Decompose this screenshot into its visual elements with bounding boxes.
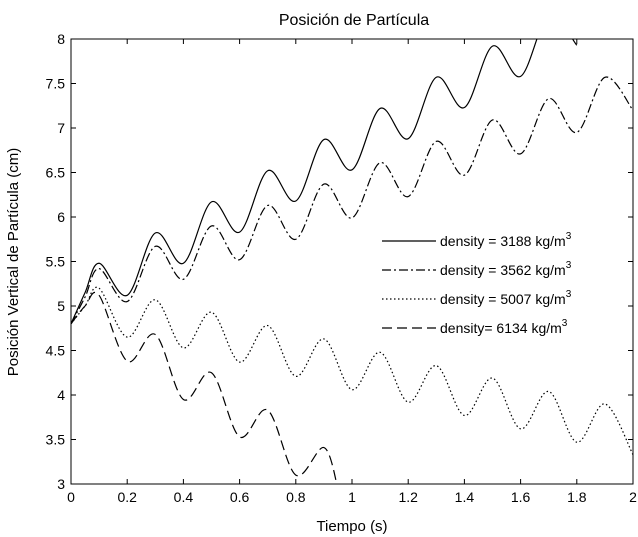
y-tick-label: 5	[57, 298, 65, 314]
series-line-1	[71, 76, 633, 325]
legend-label-superscript: 3	[566, 289, 572, 300]
legend-label-1: density = 3562 kg/m3	[440, 260, 572, 278]
series-line-0	[71, 39, 578, 325]
x-tick-label: 0.8	[286, 489, 306, 505]
legend-label-text: density= 6134 kg/m	[440, 320, 562, 336]
x-tick-label: 1	[348, 489, 356, 505]
x-tick-label: 0	[67, 489, 75, 505]
x-tick-label: 1.6	[511, 489, 531, 505]
legend-label-superscript: 3	[566, 260, 572, 271]
y-tick-label: 3.5	[46, 432, 66, 448]
legend-label-superscript: 3	[562, 318, 568, 329]
y-tick-label: 5.5	[46, 254, 66, 270]
legend-label-text: density = 5007 kg/m	[440, 291, 566, 307]
y-tick-label: 6.5	[46, 165, 66, 181]
y-axis-label: Posición Vertical de Partícula (cm)	[5, 148, 22, 376]
legend-label-3: density= 6134 kg/m3	[440, 318, 568, 336]
series-lines	[71, 39, 633, 484]
chart-title: Posición de Partícula	[279, 12, 429, 29]
x-tick-label: 2	[629, 489, 637, 505]
x-tick-label: 1.8	[567, 489, 587, 505]
x-axis-label: Tiempo (s)	[316, 518, 387, 535]
x-tick-label: 0.2	[117, 489, 137, 505]
y-tick-label: 4.5	[46, 343, 66, 359]
y-tick-label: 3	[57, 476, 65, 492]
axis-tick-labels: 0 0.2 0.4 0.6 0.8 1 1.2 1.4 1.6 1.8 2 3 3.5 4 4.5 5 5.5 6…	[46, 31, 638, 505]
y-tick-label: 7	[57, 120, 65, 136]
legend-label-superscript: 3	[566, 231, 572, 242]
legend-label-text: density = 3562 kg/m	[440, 262, 566, 278]
y-tick-label: 7.5	[46, 76, 66, 92]
legend-label-0: density = 3188 kg/m3	[440, 231, 572, 249]
axis-ticks	[70, 38, 634, 485]
plot-area-frame	[70, 38, 634, 485]
y-tick-label: 8	[57, 31, 65, 47]
x-tick-label: 1.4	[455, 489, 475, 505]
legend-label-text: density = 3188 kg/m	[440, 233, 566, 249]
x-tick-label: 1.2	[398, 489, 418, 505]
y-tick-label: 6	[57, 209, 65, 225]
legend-label-2: density = 5007 kg/m3	[440, 289, 572, 307]
x-tick-label: 0.6	[230, 489, 250, 505]
y-tick-label: 4	[57, 387, 65, 403]
x-tick-label: 0.4	[174, 489, 194, 505]
series-line-3	[71, 291, 338, 484]
